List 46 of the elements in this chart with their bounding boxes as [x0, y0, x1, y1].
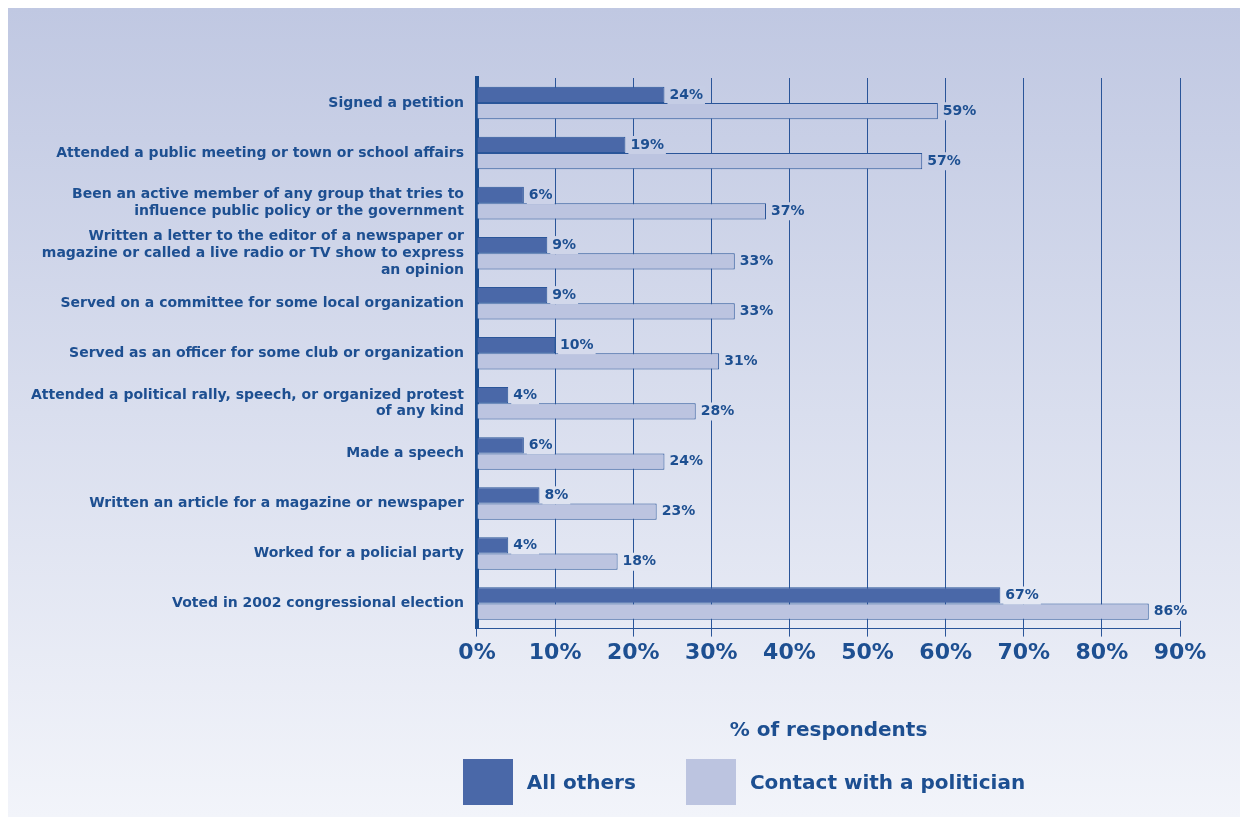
- data-label: 57%: [927, 151, 961, 168]
- data-label: 24%: [669, 85, 703, 102]
- y-tick-label: Written a letter to the editor of a newspaper or magazine or called a live radio or TV show to express an opinion: [41, 227, 465, 277]
- y-tick-label: Been an active member of any group that tries to influence public policy or the government: [72, 185, 465, 219]
- legend-label: All others: [526, 770, 636, 794]
- data-label: 31%: [724, 352, 758, 369]
- data-label: 33%: [739, 302, 774, 319]
- data-label: 6%: [528, 185, 553, 202]
- x-tick-label: 0%: [458, 638, 496, 664]
- data-label: 28%: [700, 402, 735, 419]
- y-tick-label: Attended a political rally, speech, or organized protest of any kind: [31, 385, 465, 419]
- data-label: 10%: [560, 335, 594, 352]
- y-tick-label: Made a speech: [346, 444, 464, 461]
- y-tick-label: Voted in 2002 congressional election: [172, 594, 464, 611]
- x-tick-label: 30%: [684, 638, 738, 664]
- data-label: 86%: [1153, 602, 1188, 619]
- y-tick-label: Written an article for a magazine or newspaper: [89, 494, 465, 511]
- data-label: 4%: [513, 385, 538, 402]
- x-tick-label: 60%: [919, 638, 972, 664]
- legend-label: Contact with a politician: [749, 770, 1026, 794]
- data-label: 18%: [622, 552, 657, 569]
- y-tick-label: Attended a public meeting or town or school affairs: [56, 143, 464, 160]
- data-label: 19%: [630, 135, 664, 152]
- data-label: 9%: [552, 285, 577, 302]
- y-tick-label: Served as an officer for some club or organization: [69, 343, 464, 360]
- data-label: 59%: [942, 101, 977, 118]
- x-tick-label: 70%: [997, 638, 1051, 664]
- x-tick-label: 90%: [1153, 638, 1207, 664]
- x-tick-label: 80%: [1075, 638, 1129, 664]
- data-label: 23%: [661, 502, 696, 519]
- y-tick-label: Signed a petition: [328, 93, 464, 110]
- data-label: 6%: [528, 435, 553, 452]
- y-tick-label: Worked for a policial party: [253, 544, 464, 561]
- data-label: 33%: [739, 251, 774, 268]
- data-label: 37%: [771, 201, 805, 218]
- y-tick-label: Served on a committee for some local organization: [60, 293, 464, 310]
- data-label: 8%: [544, 485, 569, 502]
- x-axis-title: % of respondents: [729, 717, 928, 742]
- x-tick-label: 20%: [606, 638, 660, 664]
- data-label: 24%: [669, 452, 703, 469]
- x-tick-label: 40%: [763, 638, 816, 664]
- data-label: 67%: [1005, 586, 1039, 603]
- data-label: 4%: [513, 536, 538, 553]
- x-tick-label: 50%: [841, 638, 894, 664]
- x-tick-label: 10%: [528, 638, 582, 664]
- data-label: 9%: [552, 235, 577, 252]
